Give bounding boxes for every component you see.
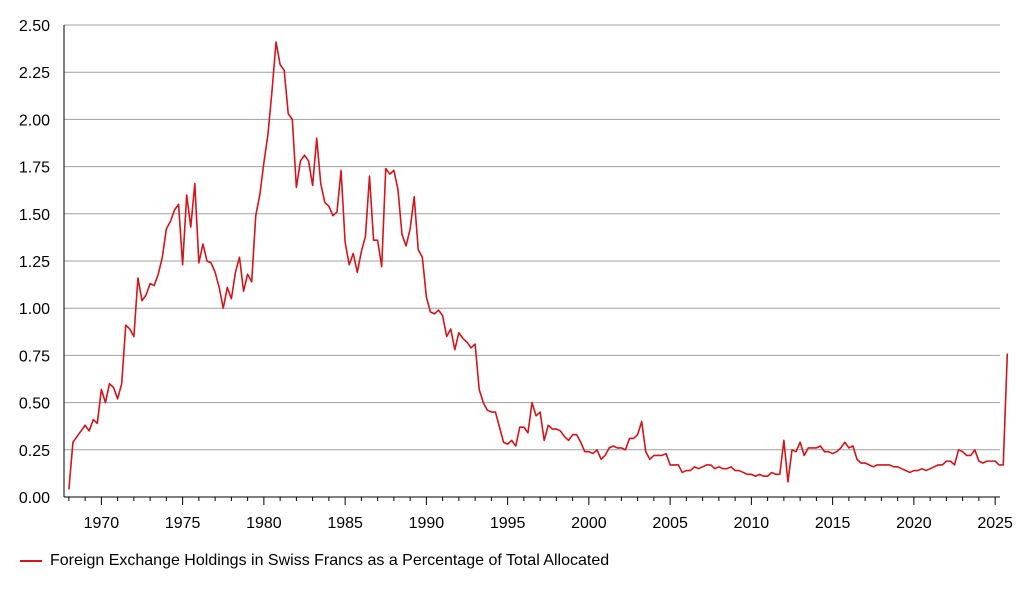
y-tick-label: 1.25 xyxy=(19,254,50,271)
x-tick-label: 1985 xyxy=(327,515,363,532)
y-tick-label: 1.50 xyxy=(19,207,50,224)
series-lines xyxy=(68,41,1009,490)
series-line-0 xyxy=(68,41,1009,490)
y-tick-label: 1.00 xyxy=(19,301,50,318)
x-tick-label: 2000 xyxy=(571,515,607,532)
y-tick-label: 0.75 xyxy=(19,348,50,365)
x-tick-label: 1970 xyxy=(84,515,120,532)
x-tick-label: 2020 xyxy=(896,515,932,532)
legend-label: Foreign Exchange Holdings in Swiss Franc… xyxy=(50,552,610,569)
y-tick-label: 1.75 xyxy=(19,160,50,177)
gridlines xyxy=(64,24,1000,451)
y-tick-label: 2.50 xyxy=(19,18,50,35)
x-tick-label: 1995 xyxy=(490,515,526,532)
y-axis: 0.00 0.25 0.50 0.75 1.00 1.25 1.50 1.75 2.00 2.25… xyxy=(19,18,65,507)
x-tick-label: 2010 xyxy=(734,515,770,532)
legend-swatch xyxy=(20,560,42,562)
x-axis: 1970 1975 1980 1985 1990 1995 2000 2005 2010 2015… xyxy=(64,496,1013,532)
y-tick-label: 2.25 xyxy=(19,65,50,82)
x-tick-label: 2005 xyxy=(652,515,688,532)
x-tick-label: 1980 xyxy=(246,515,282,532)
x-tick-label: 2025 xyxy=(977,515,1013,532)
x-tick-label: 2015 xyxy=(815,515,851,532)
y-tick-label: 0.25 xyxy=(19,443,50,460)
y-tick-label: 2.00 xyxy=(19,112,50,129)
x-tick-label: 1975 xyxy=(165,515,201,532)
y-tick-label: 0.50 xyxy=(19,396,50,413)
y-tick-label: 0.00 xyxy=(19,490,50,507)
x-tick-label: 1990 xyxy=(409,515,445,532)
legend: Foreign Exchange Holdings in Swiss Franc… xyxy=(20,552,609,570)
